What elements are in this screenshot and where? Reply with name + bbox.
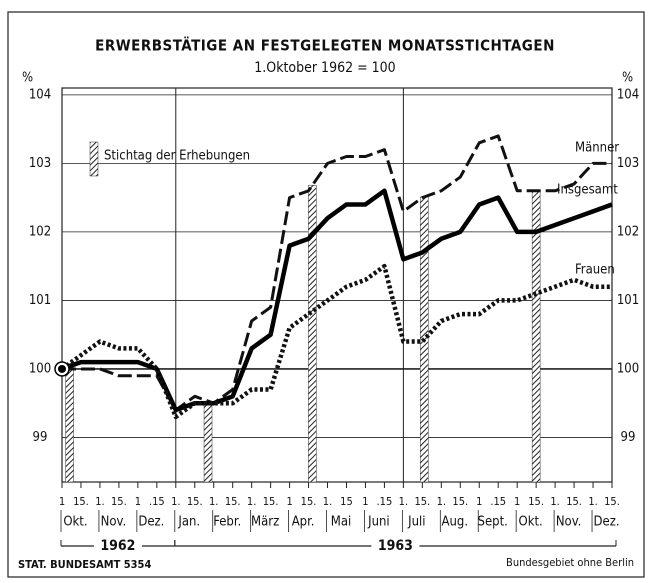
legend-label: Stichtag der Erhebungen	[104, 149, 250, 164]
y-tick-label: 99	[33, 430, 48, 445]
month-label: Mai	[331, 515, 352, 530]
x-tick-label: 15.	[111, 495, 127, 508]
y-tick-label: 104	[29, 87, 51, 102]
x-tick-label: 15.	[452, 495, 468, 508]
month-label: Apr.	[292, 515, 315, 530]
x-tick-label: 15.	[225, 495, 241, 508]
x-tick-label: 15.	[566, 495, 582, 508]
x-tick-label: 1.	[95, 495, 104, 508]
x-tick-label: 1.	[550, 495, 559, 508]
month-label: Juni	[367, 515, 390, 530]
y-tick-label: 102	[617, 224, 639, 239]
x-tick-label: 15.	[414, 495, 430, 508]
x-tick-label: 15.	[301, 495, 317, 508]
footer: Bundesgebiet ohne Berlin	[506, 556, 634, 569]
year-label: 1962	[100, 538, 135, 554]
footer: STAT. BUNDESAMT 5354	[18, 558, 151, 571]
survey-bar	[65, 363, 74, 483]
plot-area	[61, 87, 613, 483]
year-label: 1963	[378, 538, 413, 554]
month-label: Dez.	[138, 515, 164, 530]
x-tick-label: 15.	[187, 495, 203, 508]
x-tick-label: 1	[476, 495, 482, 508]
x-tick-label: 1.	[323, 495, 332, 508]
x-tick-label: .15	[377, 495, 393, 508]
survey-bar	[203, 400, 213, 483]
x-tick-label: 1.	[437, 495, 446, 508]
month-label: März	[251, 515, 279, 530]
y-tick-label: 101	[29, 293, 51, 308]
x-tick-label: 1.	[399, 495, 408, 508]
y-unit: %	[22, 71, 33, 86]
month-label: Aug.	[442, 515, 469, 530]
y-tick-label: 100	[29, 361, 51, 376]
month-label: Nov.	[101, 515, 127, 530]
month-label: Sept.	[478, 515, 508, 530]
month-label: Okt.	[519, 515, 543, 530]
x-tick-label: 15.	[263, 495, 279, 508]
x-tick-label: 1	[135, 495, 141, 508]
month-label: Febr.	[213, 515, 241, 530]
series-label: Frauen	[575, 263, 615, 278]
x-tick-label: 1	[514, 495, 520, 508]
survey-bar	[531, 190, 541, 483]
y-tick-label: 99	[621, 430, 636, 445]
chart-title: ERWERBSTÄTIGE AN FESTGELEGTEN MONATSSTIC…	[95, 36, 555, 55]
x-tick-label: .15	[149, 495, 165, 508]
series-label: Männer	[575, 141, 619, 156]
legend-swatch	[89, 141, 99, 177]
line-series	[62, 134, 612, 412]
frame	[7, 11, 645, 578]
line-series	[60, 263, 612, 420]
chart-subtitle: 1.Oktober 1962 = 100	[254, 60, 395, 76]
y-tick-label: 100	[617, 361, 639, 376]
month-label: Okt.	[63, 515, 87, 530]
x-tick-label: 1.	[209, 495, 218, 508]
x-tick-label: 15.	[604, 495, 620, 508]
x-tick-label: 1	[362, 495, 368, 508]
y-tick-label: 101	[617, 293, 639, 308]
y-tick-label: 103	[617, 156, 639, 171]
x-tick-label: 15	[340, 495, 353, 508]
base-marker	[58, 364, 66, 373]
x-tick-label: 1.	[247, 495, 256, 508]
month-label: Jan.	[177, 515, 200, 530]
series-label: Insgesamt	[557, 183, 618, 198]
x-tick-label: 1	[286, 495, 292, 508]
x-tick-label: 1.	[588, 495, 597, 508]
x-tick-label: 1	[59, 495, 65, 508]
y-tick-label: 103	[29, 156, 51, 171]
survey-bar	[308, 185, 317, 483]
x-tick-label: .15	[490, 495, 506, 508]
month-label: Juli	[407, 515, 425, 530]
y-unit: %	[622, 71, 633, 86]
month-label: Dez.	[593, 515, 619, 530]
x-tick-label: 15.	[528, 495, 544, 508]
y-tick-label: 102	[29, 224, 51, 239]
x-tick-label: 1.	[171, 495, 180, 508]
x-tick-label: 15.	[73, 495, 89, 508]
y-tick-label: 104	[617, 87, 639, 102]
month-label: Nov.	[556, 515, 582, 530]
